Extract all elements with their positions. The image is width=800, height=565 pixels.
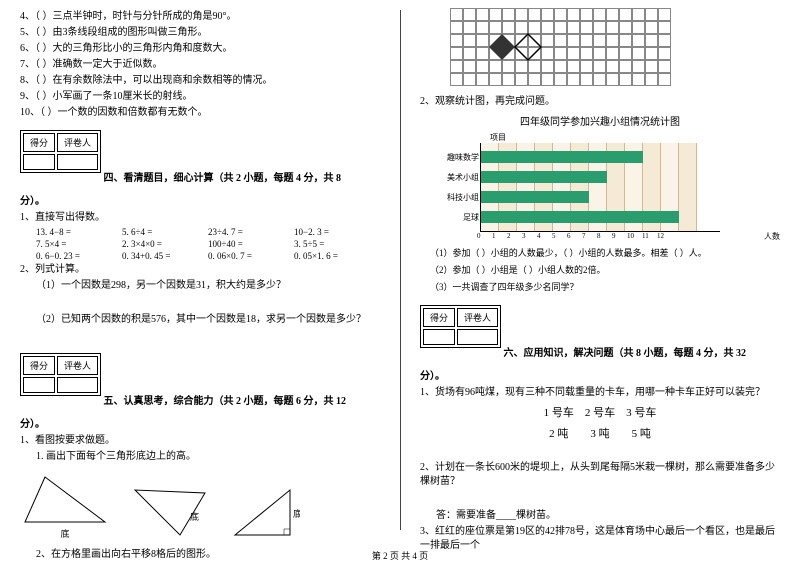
column-divider xyxy=(400,10,401,530)
grid-shape xyxy=(450,8,780,89)
section-5-title: 五、认真思考，综合能力（共 2 小题，每题 6 分，共 12 xyxy=(104,396,347,407)
svg-text:底: 底 xyxy=(190,511,199,522)
triangle-2: 底 xyxy=(130,485,210,540)
bar-足球: 足球 xyxy=(481,207,760,227)
calc2-title: 2、列式计算。 xyxy=(20,263,380,277)
q6-3: 3、红红的座位票是第19区的42排78号，这是体育场中心最后一个看区，也是最后一… xyxy=(420,525,780,553)
section-6-title: 六、应用知识，解决问题（共 8 小题，每题 4 分，共 32 xyxy=(504,348,747,359)
judge-q-4: 4、（ ）三点半钟时，时针与分针所成的角是90°。 xyxy=(20,10,380,24)
bar-美术小组: 美术小组 xyxy=(481,167,760,187)
bar-label: 美术小组 xyxy=(437,172,479,183)
bar-fill xyxy=(481,191,589,203)
bar-fill xyxy=(481,151,643,163)
calc-item: 0. 06×0. 7 = xyxy=(208,251,294,261)
judge-q-6: 6、（ ）大的三角形比小的三角形内角和度数大。 xyxy=(20,42,380,56)
bar-label: 足球 xyxy=(437,212,479,223)
calc-item: 0. 34+0. 45 = xyxy=(122,251,208,261)
diamond-shape xyxy=(489,28,549,68)
chart-subq-1: （1）参加（ ）小组的人数最少，（ ）小组的人数最多。相差（ ）人。 xyxy=(430,246,780,259)
fen-end-4: 分）。 xyxy=(20,192,380,207)
calc-row-2: 0. 6−0. 23 =0. 34+0. 45 =0. 06×0. 7 =0. … xyxy=(36,251,380,261)
q5-1: 1、看图按要求做题。 xyxy=(20,434,380,448)
right-column: 2、观察统计图，再完成问题。 四年级同学参加兴趣小组情况统计图 项目 趣味数学美… xyxy=(400,0,800,545)
score-header: 得分 xyxy=(23,133,55,152)
bar-fill xyxy=(481,211,679,223)
fen-end-5: 分）。 xyxy=(20,415,380,430)
judge-q-9: 9、（ ）小军画了一条10厘米长的射线。 xyxy=(20,90,380,104)
score-box-5: 得分评卷人 xyxy=(20,353,101,396)
bar-label: 科技小组 xyxy=(437,192,479,203)
svg-text:底: 底 xyxy=(293,508,300,519)
calc-item: 5. 6÷4 = xyxy=(122,227,208,237)
q2-title: 2、观察统计图，再完成问题。 xyxy=(420,95,780,109)
calc1-title: 1、直接写出得数。 xyxy=(20,211,380,225)
calc-item: 10−2. 3 = xyxy=(294,227,380,237)
chart-subq-3: （3）一共调查了四年级多少名同学？ xyxy=(430,280,780,293)
triangle-1: 底 xyxy=(20,472,110,540)
calc-row-0: 13. 4−8 =5. 6÷4 =23÷4. 7 =10−2. 3 = xyxy=(36,227,380,237)
calc-item: 2. 3×4×0 = xyxy=(122,239,208,249)
q6-1: 1、货场有96吨煤，现有三种不同载重量的卡车，用哪一种卡车正好可以装完？ xyxy=(420,386,780,400)
calc-item: 100÷40 = xyxy=(208,239,294,249)
q6-2-ans: 答：需要准备____棵树苗。 xyxy=(436,509,780,523)
trucks-2: 2 吨 3 吨 5 吨 xyxy=(420,427,780,442)
fen-end-6: 分）。 xyxy=(420,367,780,382)
calc-row-1: 7. 5×4 =2. 3×4×0 =100÷40 =3. 5÷5 = xyxy=(36,239,380,249)
calc2a: （1）一个因数是298，另一个因数是31，积大约是多少？ xyxy=(36,279,380,293)
grader-header: 评卷人 xyxy=(57,133,98,152)
x-tick: 12 xyxy=(657,232,675,240)
bar-label: 趣味数学 xyxy=(437,152,479,163)
calc-item: 13. 4−8 = xyxy=(36,227,122,237)
chart-title: 四年级同学参加兴趣小组情况统计图 xyxy=(420,113,780,128)
score-box-6: 得分评卷人 xyxy=(420,305,501,348)
chart-subq-2: （2）参加（ ）小组是（ ）小组人数的2倍。 xyxy=(430,263,780,276)
judge-q-8: 8、（ ）在有余数除法中，可以出现商和余数相等的情况。 xyxy=(20,74,380,88)
judge-q-10: 10、（ ）一个数的因数和倍数都有无数个。 xyxy=(20,106,380,120)
calc2b: （2）已知两个因数的积是576，其中一个因数是18，求另一个因数是多少？ xyxy=(36,313,380,327)
left-column: 4、（ ）三点半钟时，时针与分针所成的角是90°。 5、（ ）由3条线段组成的图形… xyxy=(0,0,400,545)
judge-q-5: 5、（ ）由3条线段组成的图形叫做三角形。 xyxy=(20,26,380,40)
q6-2: 2、计划在一条长600米的堤坝上，从头到尾每隔5米栽一棵树，那么需要准备多少棵树… xyxy=(420,461,780,489)
score-box-4: 得分评卷人 xyxy=(20,130,101,173)
triangle-row: 底 底 底 xyxy=(20,472,380,540)
trucks-1: 1 号车 2 号车 3 号车 xyxy=(420,406,780,421)
bar-科技小组: 科技小组 xyxy=(481,187,760,207)
calc-item: 23÷4. 7 = xyxy=(208,227,294,237)
q5-1a: 1. 画出下面每个三角形底边上的高。 xyxy=(36,450,380,464)
bar-fill xyxy=(481,171,607,183)
calc-item: 7. 5×4 = xyxy=(36,239,122,249)
section-4-title: 四、看清题目，细心计算（共 2 小题，每题 4 分，共 8 xyxy=(104,173,342,184)
calc-item: 3. 5÷5 = xyxy=(294,239,380,249)
calc-item: 0. 05×1. 6 = xyxy=(294,251,380,261)
triangle-3: 底 xyxy=(230,485,300,540)
bar-chart: 项目 趣味数学美术小组科技小组足球 0123456789101112 人数 xyxy=(440,132,780,240)
judge-q-7: 7、（ ）准确数一定大于近似数。 xyxy=(20,58,380,72)
calc-item: 0. 6−0. 23 = xyxy=(36,251,122,261)
q5-2: 2、在方格里画出向右平移8格后的图形。 xyxy=(36,548,380,562)
bar-趣味数学: 趣味数学 xyxy=(481,147,760,167)
